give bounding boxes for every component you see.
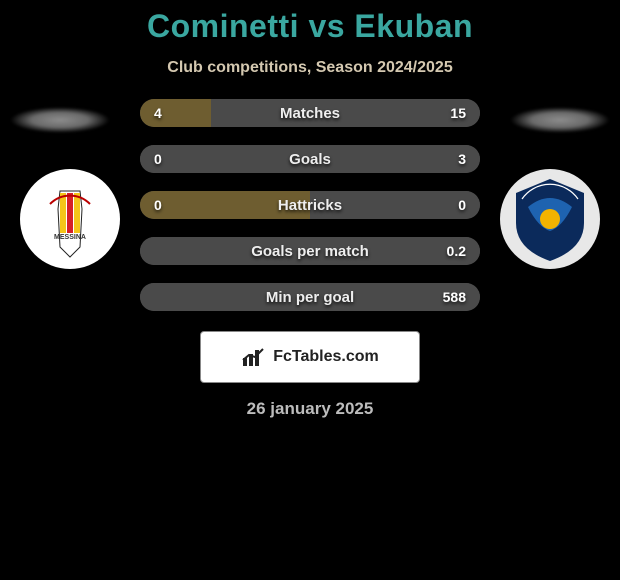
stat-bar: Min per goal588 [140, 283, 480, 311]
stat-bar: 0Hattricks0 [140, 191, 480, 219]
stat-value-right: 588 [443, 289, 466, 305]
stat-value-right: 0 [458, 197, 466, 213]
stat-bars: 4Matches150Goals30Hattricks0Goals per ma… [140, 99, 480, 311]
crest-right-svg [500, 169, 600, 269]
comparison-stage: MESSINA 4Matches150Goals30Hattricks0Goal… [0, 99, 620, 419]
chart-icon [241, 346, 267, 368]
brand-text: FcTables.com [273, 348, 379, 366]
stat-value-right: 3 [458, 151, 466, 167]
stat-label: Goals per match [140, 243, 480, 260]
stat-bar: Goals per match0.2 [140, 237, 480, 265]
stat-label: Min per goal [140, 289, 480, 306]
stat-label: Goals [140, 151, 480, 168]
stat-value-right: 0.2 [447, 243, 466, 259]
svg-text:MESSINA: MESSINA [54, 234, 86, 241]
subtitle: Club competitions, Season 2024/2025 [167, 59, 452, 77]
page-title: Cominetti vs Ekuban [147, 8, 473, 45]
date-text: 26 january 2025 [0, 399, 620, 419]
stat-bar: 4Matches15 [140, 99, 480, 127]
shadow-left [10, 107, 110, 133]
stat-label: Hattricks [140, 197, 480, 214]
crest-right [500, 169, 600, 269]
shadow-right [510, 107, 610, 133]
crest-left-svg: MESSINA [20, 169, 120, 269]
stat-bar: 0Goals3 [140, 145, 480, 173]
stat-label: Matches [140, 105, 480, 122]
brand-box: FcTables.com [200, 331, 420, 383]
crest-left: MESSINA [20, 169, 120, 269]
stat-value-right: 15 [450, 105, 466, 121]
